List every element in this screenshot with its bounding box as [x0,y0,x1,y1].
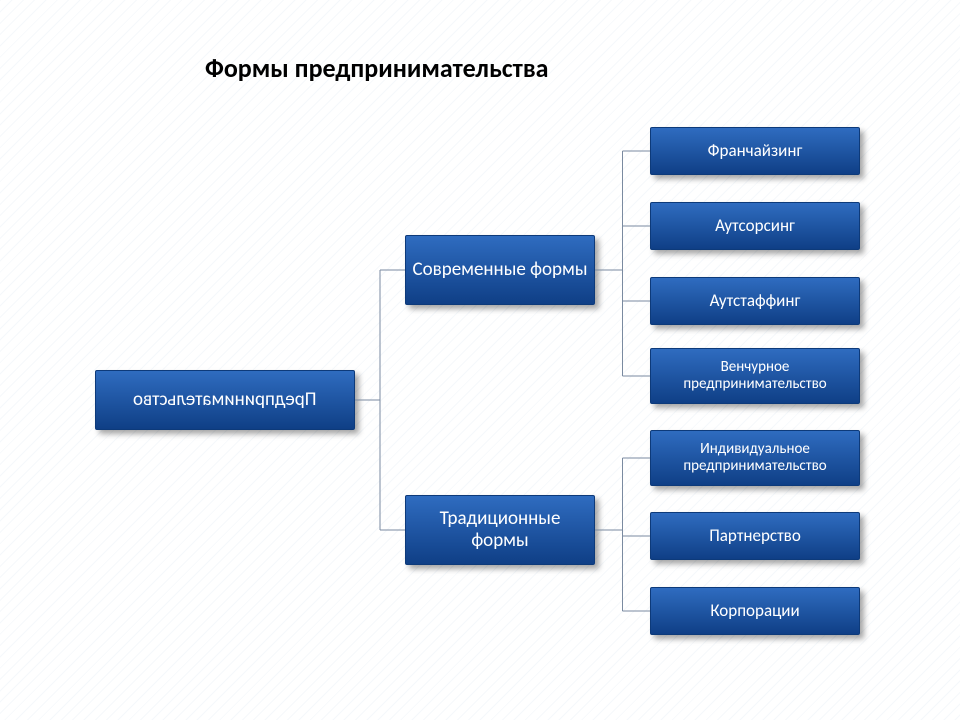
node-traditional-label: Традиционные формы [412,508,588,552]
node-root-label: Предпринимательство [133,389,317,411]
node-modern: Современные формы [405,235,595,305]
node-outstaffing-label: Аутстаффинг [710,291,801,311]
node-root: Предпринимательство [95,370,355,430]
node-corporations: Корпорации [650,587,860,635]
diagram-title: Формы предпринимательства [205,52,549,84]
node-outsourcing-label: Аутсорсинг [715,216,795,236]
node-venture-label: Венчурное предпринимательство [657,359,853,394]
node-modern-label: Современные формы [413,259,588,281]
node-traditional: Традиционные формы [405,495,595,565]
node-individual-label: Индивидуальное предпринимательство [657,441,853,476]
node-franchising-label: Франчайзинг [708,141,803,161]
node-partnership-label: Партнерство [709,526,801,546]
node-outstaffing: Аутстаффинг [650,277,860,325]
node-corporations-label: Корпорации [710,601,799,621]
node-partnership: Партнерство [650,512,860,560]
node-venture: Венчурное предпринимательство [650,348,860,404]
node-outsourcing: Аутсорсинг [650,202,860,250]
node-franchising: Франчайзинг [650,127,860,175]
node-individual: Индивидуальное предпринимательство [650,430,860,486]
